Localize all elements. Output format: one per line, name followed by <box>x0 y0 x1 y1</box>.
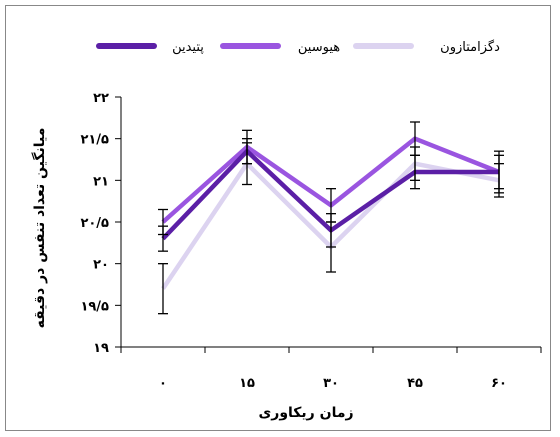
x-axis-label: زمان ریکاوری <box>258 405 353 421</box>
legend-label: دگزامتازون <box>440 39 500 55</box>
y-tick-label: ۲۰ <box>93 258 109 273</box>
error-bar <box>326 221 336 273</box>
x-tick-label: ۴۵ <box>407 376 423 391</box>
legend-label: پتیدین <box>172 40 204 55</box>
y-tick-label: ۲۰/۵ <box>80 216 109 231</box>
y-tick-label: ۲۱/۵ <box>80 133 109 148</box>
x-tick-label: ۰ <box>159 376 167 391</box>
y-tick-label: ۱۹/۵ <box>80 299 109 314</box>
y-axis-label: میانگین تعداد تنفس در دقیقه <box>31 128 48 329</box>
x-tick-label: ۳۰ <box>323 376 339 391</box>
chart-frame: پتیدین هیوسین دگزامتازون ۱۹ ۱۹/۵ ۲۰ ۲۰/۵ ۲۱ ۲۱/… <box>5 5 551 431</box>
y-tick-label: ۲۲ <box>93 91 109 106</box>
error-bars <box>158 121 504 315</box>
y-tick-label: ۱۹ <box>93 341 109 356</box>
error-bar <box>242 142 252 186</box>
y-axis: ۱۹ ۱۹/۵ ۲۰ ۲۰/۵ ۲۱ ۲۱/۵ ۲۲ <box>80 91 122 356</box>
error-bar <box>158 263 168 315</box>
legend-item: دگزامتازون <box>353 39 500 55</box>
x-axis: ۰ ۱۵ ۳۰ ۴۵ ۶۰ <box>120 346 542 391</box>
legend: پتیدین هیوسین دگزامتازون <box>96 39 500 55</box>
x-tick-label: ۶۰ <box>491 376 507 391</box>
error-bar <box>494 163 504 198</box>
legend-item: هیوسین <box>220 40 340 55</box>
line-chart: پتیدین هیوسین دگزامتازون ۱۹ ۱۹/۵ ۲۰ ۲۰/۵ ۲۱ ۲۱/… <box>31 39 542 421</box>
error-bar <box>410 146 420 181</box>
legend-label: هیوسین <box>298 40 340 55</box>
x-tick-label: ۱۵ <box>239 376 255 391</box>
legend-item: پتیدین <box>96 40 204 55</box>
y-tick-label: ۲۱ <box>93 174 109 189</box>
error-bar <box>158 208 168 236</box>
